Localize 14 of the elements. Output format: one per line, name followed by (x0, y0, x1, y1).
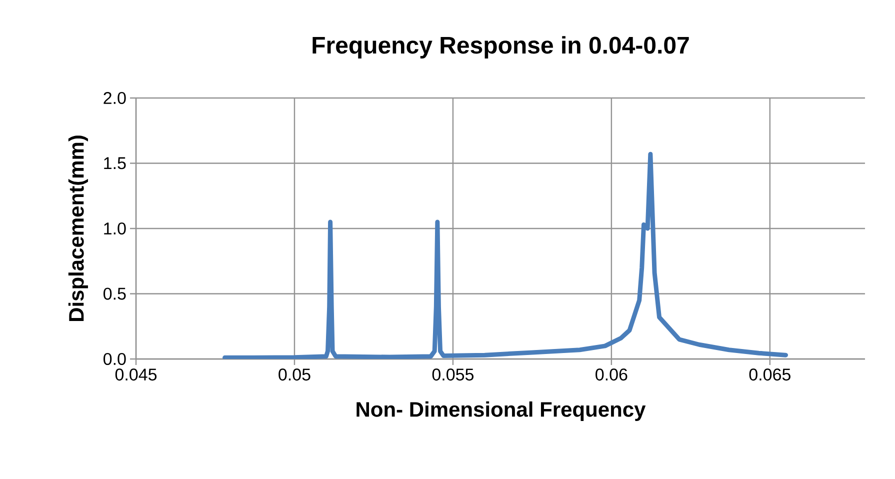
x-axis-title: Non- Dimensional Frequency (356, 401, 646, 421)
y-tick-label: 1.5 (104, 157, 126, 170)
x-tick-label: 0.06 (596, 368, 628, 381)
line-series (222, 152, 788, 359)
y-tick-label: 2.0 (104, 92, 126, 104)
y-tick-label: 0.0 (104, 352, 126, 366)
y-tick-label: 0.5 (104, 288, 126, 300)
chart-title: Frequency Response in 0.04-0.07 (312, 36, 689, 58)
y-tick-label: 1.0 (104, 222, 126, 235)
y-axis-title: Displacement(mm) (68, 136, 88, 322)
x-tick-label: 0.065 (749, 368, 790, 381)
x-tick-label: 0.045 (115, 368, 157, 381)
x-tick-label: 0.055 (432, 368, 474, 381)
x-tick-label: 0.05 (278, 368, 310, 381)
